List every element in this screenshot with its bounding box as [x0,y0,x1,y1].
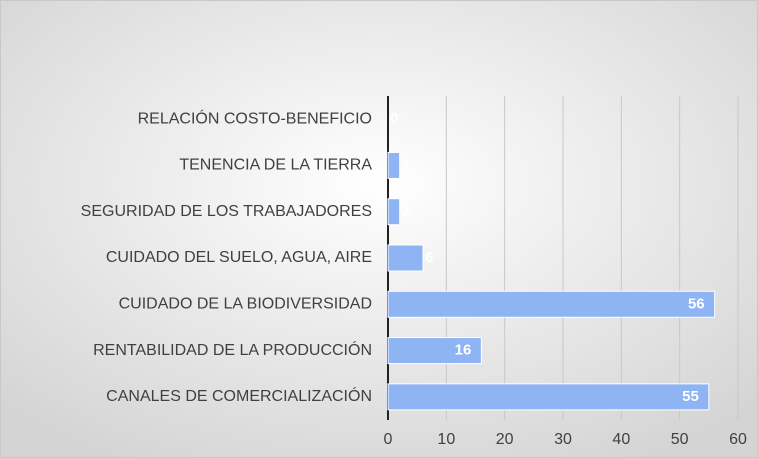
bar [387,337,482,365]
data-label: 2 [402,203,410,220]
bar [387,290,716,318]
bar [387,198,401,226]
y-tick-label: TENENCIA DE LA TIERRA [179,157,372,174]
x-tick-label: 30 [554,431,572,448]
data-label: 56 [688,295,705,312]
data-label: 2 [402,156,410,173]
bar [387,244,424,272]
data-label: 6 [425,249,433,266]
bar [387,383,710,411]
bar [387,151,401,179]
y-tick-label: CUIDADO DEL SUELO, AGUA, AIRE [106,249,372,266]
x-tick-label: 60 [729,431,747,448]
data-label: 16 [455,342,472,359]
y-tick-label: CANALES DE COMERCIALIZACIÓN [106,386,372,405]
y-tick-label: RENTABILIDAD DE LA PRODUCCIÓN [93,340,372,359]
data-label: 0 [390,110,398,127]
x-tick-label: 10 [437,431,455,448]
x-tick-label: 0 [384,431,393,448]
y-tick-label: SEGURIDAD DE LOS TRABAJADORES [81,203,372,220]
x-tick-label: 20 [496,431,514,448]
y-tick-label: CUIDADO DE LA BIODIVERSIDAD [119,296,372,313]
x-tick-label: 50 [671,431,689,448]
data-label: 55 [682,388,699,405]
x-tick-label: 40 [612,431,630,448]
y-tick-label: RELACIÓN COSTO-BENEFICIO [138,108,372,127]
